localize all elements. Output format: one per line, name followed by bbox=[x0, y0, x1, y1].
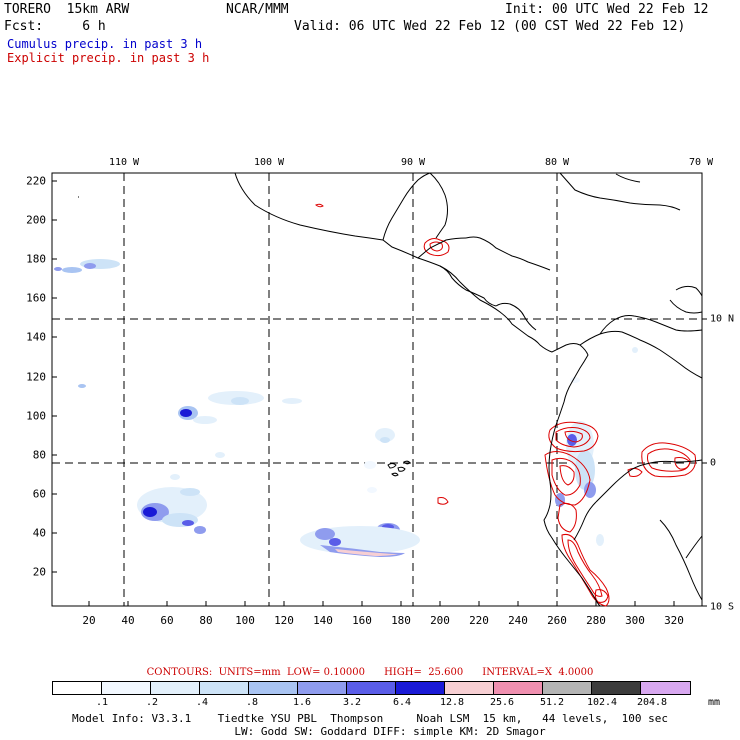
y-grid-label: 120 bbox=[26, 370, 46, 384]
x-grid-label: 240 bbox=[508, 614, 528, 627]
colorbar-swatch bbox=[347, 682, 396, 694]
lat-label: 10 S bbox=[710, 601, 735, 613]
x-grid-label: 120 bbox=[274, 614, 294, 627]
y-grid-label: 220 bbox=[26, 174, 46, 188]
colorbar-label: 3.2 bbox=[342, 697, 362, 708]
x-grid-label: 60 bbox=[160, 614, 174, 627]
colorbar-label: 6.4 bbox=[392, 697, 412, 708]
x-grid-label: 20 bbox=[82, 614, 96, 627]
colorbar-label: 1.6 bbox=[292, 697, 312, 708]
field-label-explicit: Explicit precip. in past 3 h bbox=[7, 51, 210, 65]
lon-label: 70 W bbox=[688, 157, 714, 168]
y-grid-label: 180 bbox=[26, 252, 46, 266]
model-info-line2: LW: Godd SW: Goddard DIFF: simple KM: 2D… bbox=[234, 725, 546, 738]
latlon-grid bbox=[52, 173, 702, 606]
model-title: TORERO 15km ARW bbox=[4, 2, 130, 17]
left-ticks bbox=[52, 180, 57, 573]
colorbar-swatch bbox=[53, 682, 102, 694]
colorbar-swatch bbox=[102, 682, 151, 694]
y-grid-label: 200 bbox=[26, 213, 46, 227]
colorbar-label: .2 bbox=[145, 697, 159, 708]
colorbar-label: 204.8 bbox=[636, 697, 668, 708]
lon-label: 110 W bbox=[108, 157, 140, 168]
x-grid-label: 160 bbox=[352, 614, 372, 627]
colorbar-label: 51.2 bbox=[539, 697, 565, 708]
valid-time: Valid: 06 UTC Wed 22 Feb 12 (00 CST Wed … bbox=[294, 19, 686, 34]
colorbar-unit: mm bbox=[707, 697, 721, 708]
x-grid-label: 140 bbox=[313, 614, 333, 627]
y-grid-label: 160 bbox=[26, 291, 46, 305]
contour-info: CONTOURS: UNITS=mm LOW= 0.10000 HIGH= 25… bbox=[146, 667, 594, 678]
colorbar-swatch bbox=[298, 682, 347, 694]
x-grid-label: 100 bbox=[235, 614, 255, 627]
x-grid-label: 220 bbox=[469, 614, 489, 627]
x-grid-label: 40 bbox=[121, 614, 135, 627]
right-ticks bbox=[702, 318, 707, 607]
colorbar-label: 12.8 bbox=[439, 697, 465, 708]
colorbar-swatch bbox=[592, 682, 641, 694]
colorbar-swatch bbox=[200, 682, 249, 694]
y-grid-label: 140 bbox=[26, 330, 46, 344]
colorbar-swatch bbox=[396, 682, 445, 694]
y-grid-label: 40 bbox=[32, 526, 46, 540]
y-grid-label: 100 bbox=[26, 409, 46, 423]
colorbar-label: 25.6 bbox=[489, 697, 515, 708]
lon-label: 80 W bbox=[544, 157, 570, 168]
colorbar-swatch bbox=[151, 682, 200, 694]
colorbar-label: .1 bbox=[95, 697, 109, 708]
x-grid-label: 200 bbox=[430, 614, 450, 627]
explicit-precip-contours bbox=[315, 203, 696, 607]
colorbar-swatch bbox=[445, 682, 494, 694]
org-title: NCAR/MMM bbox=[226, 2, 289, 17]
colorbar-swatch bbox=[543, 682, 592, 694]
field-label-cumulus: Cumulus precip. in past 3 h bbox=[7, 37, 203, 51]
lat-label: 0 bbox=[710, 457, 717, 469]
x-grid-label: 320 bbox=[664, 614, 684, 627]
colorbar-swatch bbox=[249, 682, 298, 694]
colorbar-label: .4 bbox=[195, 697, 209, 708]
x-grid-label: 280 bbox=[586, 614, 606, 627]
x-grid-label: 180 bbox=[391, 614, 411, 627]
y-grid-label: 80 bbox=[32, 448, 46, 462]
colorbar bbox=[52, 681, 691, 695]
y-grid-label: 20 bbox=[32, 565, 46, 579]
init-time: Init: 00 UTC Wed 22 Feb 12 bbox=[505, 2, 709, 17]
colorbar-swatch bbox=[641, 682, 690, 694]
colorbar-label: 102.4 bbox=[586, 697, 618, 708]
forecast-hour: Fcst: 6 h bbox=[4, 19, 106, 34]
x-grid-label: 300 bbox=[625, 614, 645, 627]
lon-label: 90 W bbox=[400, 157, 426, 168]
lon-label: 100 W bbox=[253, 157, 285, 168]
x-grid-label: 80 bbox=[199, 614, 213, 627]
lat-label: 10 N bbox=[710, 313, 735, 325]
x-grid-label: 260 bbox=[547, 614, 567, 627]
colorbar-swatch bbox=[494, 682, 543, 694]
y-grid-label: 60 bbox=[32, 487, 46, 501]
model-info-line1: Model Info: V3.3.1 Tiedtke YSU PBL Thomp… bbox=[71, 712, 669, 725]
coastlines bbox=[78, 172, 703, 607]
colorbar-label: .8 bbox=[245, 697, 259, 708]
